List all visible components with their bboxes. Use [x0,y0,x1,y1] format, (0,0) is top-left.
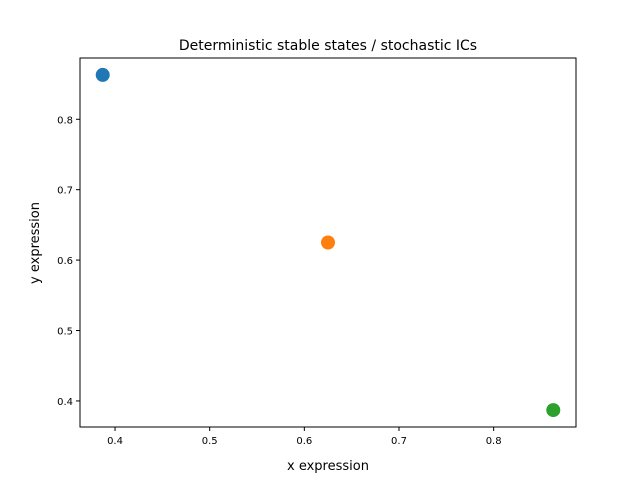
x-axis-ticks: 0.4 0.5 0.6 0.7 0.8 [107,427,502,447]
x-tick-label: 0.5 [202,436,218,447]
x-tick-label: 0.4 [107,436,123,447]
data-point-3 [546,403,561,418]
data-point-1 [95,67,110,82]
x-tick-label: 0.7 [391,436,407,447]
y-tick-label: 0.7 [57,186,73,197]
data-point-2 [321,235,335,250]
x-tick-label: 0.8 [486,436,502,447]
y-tick-label: 0.4 [57,397,73,408]
chart-title: Deterministic stable states / stochastic… [179,38,477,54]
y-tick-label: 0.5 [57,327,73,338]
y-tick-label: 0.6 [57,256,73,267]
plot-area [79,57,577,428]
y-tick-label: 0.8 [57,115,73,126]
data-points [95,67,561,418]
y-axis-label: y expression [28,202,43,284]
y-axis-ticks: 0.4 0.5 0.6 0.7 0.8 [57,115,80,408]
x-axis-label: x expression [287,459,369,474]
x-tick-label: 0.6 [296,436,312,447]
